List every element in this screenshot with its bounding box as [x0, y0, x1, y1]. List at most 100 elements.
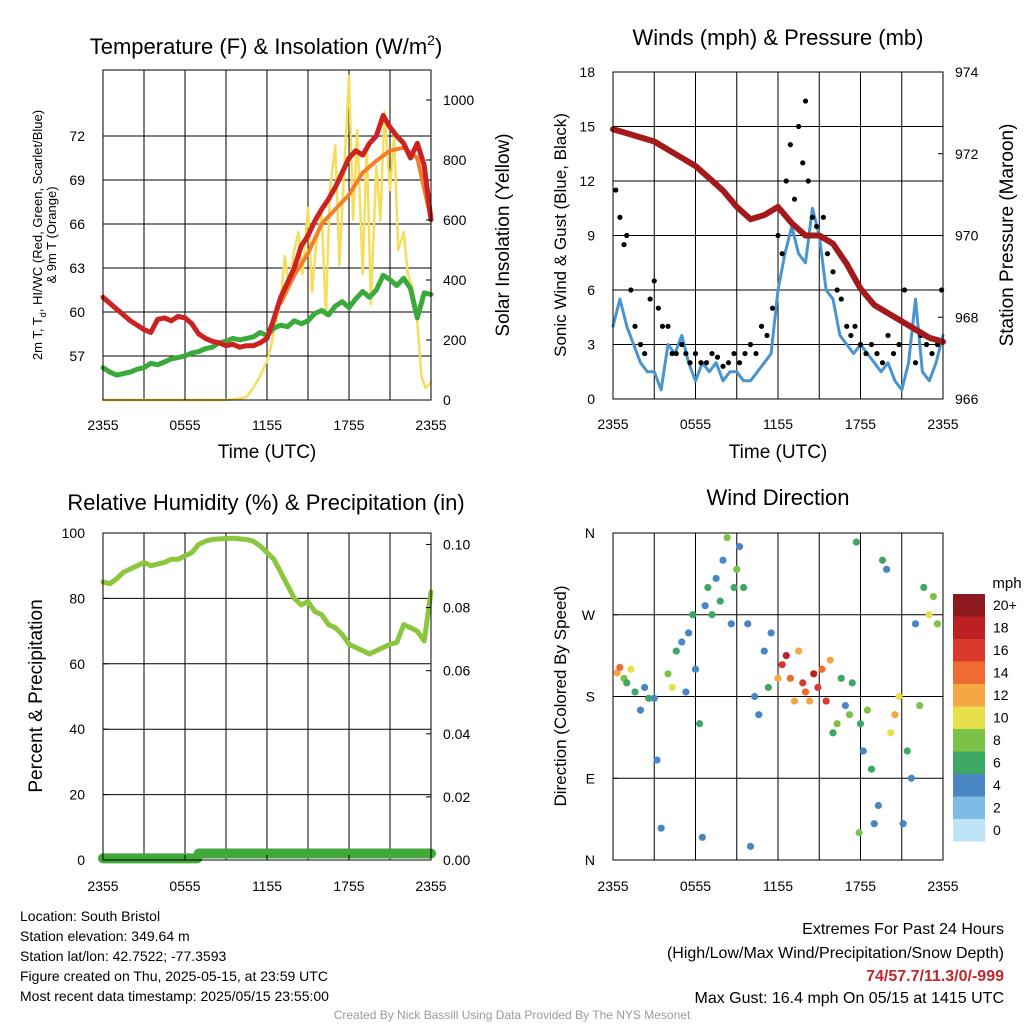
gust-point	[783, 178, 789, 184]
y-tick-label: S	[586, 689, 595, 705]
legend-swatch	[953, 774, 985, 797]
y-tick-label: N	[585, 525, 595, 541]
y-tick-label: 15	[579, 119, 595, 135]
direction-point	[704, 583, 712, 592]
legend-label: 2	[993, 800, 1001, 816]
gust-point	[665, 323, 671, 329]
y2-tick-label: 970	[955, 228, 979, 244]
direction-point	[689, 611, 697, 619]
gust-point	[617, 214, 623, 220]
direction-point	[645, 694, 653, 702]
direction-point	[814, 683, 822, 692]
legend-swatch	[953, 706, 985, 729]
direction-point	[855, 829, 863, 837]
figure-created: Figure created on Thu, 2025-05-15, at 23…	[20, 968, 328, 984]
x-tick-label: 0555	[680, 416, 711, 432]
legend-swatch	[953, 661, 985, 684]
x-tick-label: 2355	[87, 417, 118, 433]
direction-panel: Wind Direction 2355 0555 1155 1755 2355NESWN…	[551, 485, 1022, 894]
gust-point	[628, 287, 634, 293]
direction-point	[795, 647, 803, 655]
direction-point	[822, 697, 830, 705]
winds-xlabel: Time (UTC)	[729, 442, 828, 463]
x-tick-label: 1155	[763, 416, 793, 432]
direction-title: Wind Direction	[706, 485, 849, 510]
direction-point	[920, 583, 928, 592]
direction-point	[712, 574, 720, 583]
direction-point	[653, 756, 661, 764]
y-tick-label: W	[582, 607, 596, 623]
direction-point	[641, 683, 649, 692]
gust-point	[613, 187, 619, 193]
legend-label: 4	[993, 777, 1001, 793]
direction-point	[760, 647, 768, 655]
gust-point	[731, 350, 737, 357]
direction-point	[636, 706, 645, 714]
direction-point	[818, 665, 826, 673]
extremes-title: Extremes For Past 24 Hours	[802, 921, 1004, 938]
humidity-grid	[103, 533, 431, 860]
gust-point	[753, 350, 759, 357]
gust-point	[805, 178, 811, 184]
gust-point	[787, 142, 793, 148]
direction-point	[810, 670, 818, 678]
direction-point	[627, 665, 635, 673]
x-tick-label: 2355	[597, 416, 628, 432]
gust-point	[868, 341, 875, 348]
legend-label: 18	[993, 620, 1009, 636]
gust-point	[901, 287, 908, 293]
y-tick-label: 9	[587, 228, 595, 244]
direction-point	[826, 656, 834, 664]
direction-point	[613, 669, 621, 677]
x-tick-label: 0555	[169, 878, 200, 894]
direction-point	[837, 674, 845, 682]
y-tick-label: 0	[587, 391, 595, 407]
legend-swatch	[953, 594, 985, 617]
gust-point	[896, 341, 902, 348]
legend-label: 16	[993, 642, 1009, 658]
y2-tick-label: 966	[955, 391, 979, 407]
x-tick-label: 2355	[415, 417, 446, 433]
humidity-panel: Relative Humidity (%) & Precipitation (i…	[26, 490, 470, 894]
temperature-title: Temperature (F) & Insolation (W/m2)	[90, 32, 443, 59]
direction-point	[751, 692, 759, 701]
gust-point	[813, 223, 820, 230]
gust-point	[863, 350, 869, 357]
gust-point	[820, 214, 826, 220]
gust-point	[673, 350, 679, 357]
speed-legend: mph 20+ 18 16 14 12 10 8 6 4 2 0	[953, 575, 1022, 842]
legend-label: 10	[993, 710, 1009, 726]
direction-point	[782, 652, 790, 660]
direction-ylabel: Direction (Colored By Speed)	[551, 585, 570, 806]
extremes-block: Extremes For Past 24 Hours (High/Low/Max…	[667, 921, 1004, 1007]
humidity-ticks: 2355 0555 1155 1755 23550204060801000.000.02…	[62, 525, 471, 894]
gust-point	[720, 363, 726, 369]
direction-point	[883, 565, 891, 573]
gust-point	[659, 323, 666, 329]
direction-point	[716, 597, 724, 605]
direction-point	[682, 688, 690, 696]
y2-tick-label: 972	[955, 146, 979, 162]
direction-point	[907, 774, 915, 782]
winds-series	[610, 98, 946, 392]
direction-point	[895, 692, 903, 701]
direction-point	[701, 602, 709, 610]
winds-ticks: 2355 0555 1155 1755 235503691215189669689709…	[579, 64, 978, 432]
y2-tick-label: 0.00	[443, 852, 470, 868]
direction-point	[623, 679, 631, 687]
legend-swatch	[953, 639, 985, 662]
direction-point	[774, 674, 782, 682]
gust-point	[647, 296, 653, 302]
direction-point	[833, 720, 841, 728]
y-tick-label: 57	[69, 348, 85, 364]
y2-tick-label: 0.04	[443, 726, 470, 742]
y-tick-label: 60	[69, 656, 85, 672]
humidity-ylabel: Percent & Precipitation	[26, 599, 47, 792]
gust-point	[624, 232, 630, 239]
direction-point	[859, 747, 867, 755]
direction-point	[933, 620, 942, 628]
y-tick-label: 18	[579, 64, 595, 80]
direction-point	[790, 697, 799, 705]
winds-panel: Winds (mph) & Pressure (mb) 2355 0555 1155…	[551, 25, 1018, 463]
credit-line: Created By Nick Bassill Using Data Provi…	[334, 1008, 691, 1022]
